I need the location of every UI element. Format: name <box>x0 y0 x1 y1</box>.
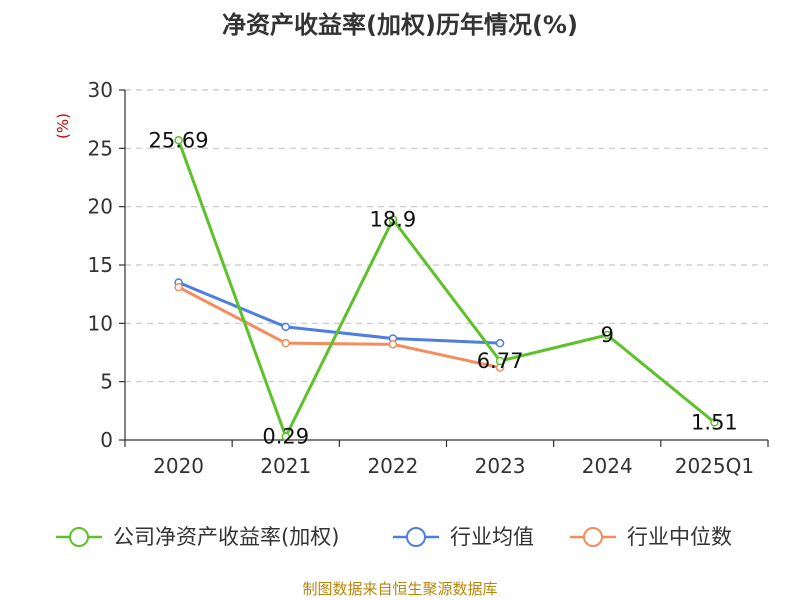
x-tick-label: 2021 <box>260 454 311 478</box>
x-tick-label: 2024 <box>582 454 633 478</box>
data-point[interactable] <box>603 330 612 340</box>
legend-item-2[interactable]: 行业中位数 <box>570 525 732 549</box>
y-tick-label: 30 <box>88 78 113 102</box>
legend-label: 行业均值 <box>450 525 534 549</box>
legend-label: 公司净资产收益率(加权) <box>113 525 339 549</box>
grid-lines <box>125 89 768 383</box>
data-label: 0.29 <box>262 425 309 449</box>
x-tick-label: 2020 <box>153 454 204 478</box>
data-point[interactable] <box>281 432 290 441</box>
legend-label: 行业中位数 <box>627 525 732 549</box>
data-point[interactable] <box>495 356 505 366</box>
data-point[interactable] <box>388 215 398 224</box>
y-tick-label: 25 <box>88 136 113 160</box>
y-tick-label: 10 <box>88 311 113 335</box>
data-label: 18.9 <box>370 208 417 232</box>
data-point[interactable] <box>174 136 183 145</box>
data-point[interactable] <box>281 338 290 348</box>
data-label: 25.69 <box>149 128 209 152</box>
series-lines <box>174 136 719 441</box>
data-label: 9 <box>601 323 614 347</box>
y-axis-unit: (%) <box>54 113 72 139</box>
x-tick-label: 2022 <box>367 454 418 478</box>
y-tick-label: 20 <box>88 195 113 219</box>
series-line-0 <box>177 139 716 439</box>
legend-item-1[interactable]: 行业均值 <box>393 525 534 549</box>
data-label: 1.51 <box>691 410 738 434</box>
source-note: 制图数据来自恒生聚源数据库 <box>302 580 497 598</box>
y-tick-label: 5 <box>100 370 113 394</box>
data-label: 6.77 <box>477 349 524 373</box>
data-point[interactable] <box>388 340 398 349</box>
data-point[interactable] <box>174 282 183 292</box>
legend-marker <box>583 527 603 547</box>
data-point[interactable] <box>710 418 719 427</box>
legend-item-0[interactable]: 公司净资产收益率(加权) <box>56 525 339 549</box>
data-point[interactable] <box>495 338 505 348</box>
axes: 0 5 10 15 20 25 30 2020 2021 2022 2023 2024 2025Q1 <box>88 78 769 478</box>
legend-marker <box>69 527 89 547</box>
legend: 公司净资产收益率(加权) 行业均值 行业中位数 <box>56 525 732 549</box>
x-tick-label: 2025Q1 <box>675 454 754 478</box>
chart-title: 净资产收益率(加权)历年情况(%) <box>222 11 578 39</box>
x-tick-label: 2023 <box>475 454 526 478</box>
y-tick-label: 15 <box>88 253 113 277</box>
data-point[interactable] <box>281 322 290 332</box>
series-line-2 <box>177 285 501 370</box>
data-labels: 25.69 0.29 18.9 6.77 9 1.51 <box>149 128 738 448</box>
series-line-1 <box>178 281 501 345</box>
legend-marker <box>406 527 426 547</box>
y-tick-label: 0 <box>100 428 113 452</box>
